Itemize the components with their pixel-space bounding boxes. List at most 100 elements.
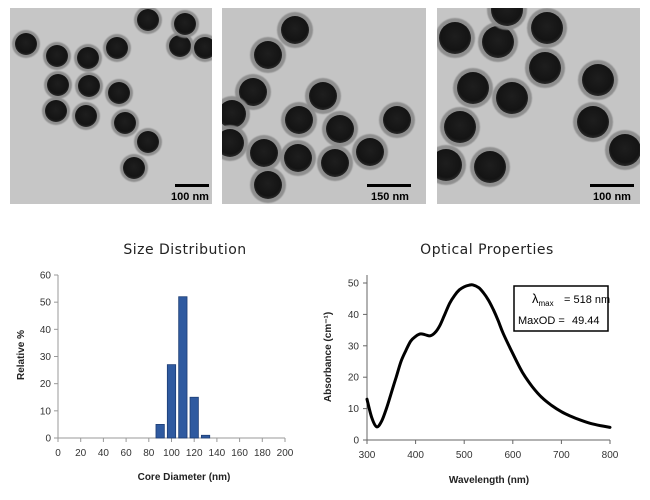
tem2-particle (305, 78, 341, 114)
tem1-particle (166, 32, 194, 60)
tem2-particle (277, 12, 313, 48)
tem2-particle (250, 167, 286, 203)
tem-panel-1-scalebar-label: 100 nm (171, 191, 209, 203)
size-distribution-axes: 0 10 20 30 40 50 60 0 20 40 60 80 100 120 140 160 180 200 (40, 271, 294, 460)
tem2-particle (352, 134, 388, 170)
optical-x-tick-label: 600 (504, 450, 521, 461)
tem1-particle (120, 154, 148, 182)
size-x-tick-label: 40 (98, 448, 110, 459)
size-y-tick-label: 10 (40, 406, 52, 417)
size-y-tick-label: 0 (45, 434, 51, 445)
tem1-particle (134, 8, 162, 34)
tem2-particle (222, 96, 250, 132)
size-bar (200, 434, 211, 439)
tem1-particle (74, 44, 102, 72)
optical-x-tick-label: 300 (359, 450, 376, 461)
optical-properties-chart: Optical Properties 0 10 20 30 40 50 300 400 500 6… (323, 242, 619, 486)
size-x-tick-label: 100 (163, 448, 180, 459)
optical-y-tick-label: 10 (348, 404, 360, 415)
size-y-tick-label: 30 (40, 352, 52, 363)
size-x-tick-label: 60 (121, 448, 133, 459)
tem1-particle (72, 102, 100, 130)
tem2-particle (250, 37, 286, 73)
tem3-particle (440, 107, 480, 147)
optical-x-tick-label: 700 (553, 450, 570, 461)
size-bar (166, 364, 177, 439)
size-distribution-title: Size Distribution (123, 242, 246, 258)
tem-panel-3-particles (437, 8, 640, 187)
size-x-tick-label: 0 (55, 448, 61, 459)
tem3-particle (578, 60, 618, 100)
size-x-tick-label: 120 (186, 448, 203, 459)
optical-x-tick-label: 500 (456, 450, 473, 461)
tem1-particle (134, 128, 162, 156)
max-od-label: MaxOD = (518, 315, 565, 327)
tem-panel-2-scalebar (367, 184, 411, 187)
size-y-tick-label: 20 (40, 379, 52, 390)
tem1-particle (111, 109, 139, 137)
tem-panel-2-scalebar-label: 150 nm (371, 191, 409, 203)
size-x-tick-label: 160 (231, 448, 248, 459)
tem3-particle (437, 145, 466, 185)
size-bar (178, 296, 188, 439)
size-y-tick-label: 40 (40, 325, 52, 336)
size-distribution-x-axis-label: Core Diameter (nm) (138, 472, 231, 483)
tem1-particle (75, 72, 103, 100)
size-bar (155, 424, 165, 439)
optical-y-tick-label: 0 (353, 436, 359, 447)
size-x-tick-label: 80 (143, 448, 155, 459)
tem3-particle (478, 22, 518, 62)
optical-properties-title: Optical Properties (420, 242, 554, 258)
size-x-tick-label: 140 (209, 448, 226, 459)
lambda-max-infobox: λmax = 518 nm MaxOD = 49.44 (513, 285, 610, 332)
size-y-tick-label: 50 (40, 298, 52, 309)
tem2-particle (322, 111, 358, 147)
tem-panel-2-particles (222, 12, 415, 203)
tem3-particle (573, 102, 613, 142)
tem3-particle (487, 8, 527, 30)
tem-panel-1-particles (12, 8, 212, 182)
tem1-particle (103, 34, 131, 62)
tem1-particle (191, 34, 212, 62)
tem1-particle (43, 42, 71, 70)
tem3-particle (470, 147, 510, 187)
tem3-particle (437, 18, 475, 58)
optical-x-tick-label: 400 (407, 450, 424, 461)
tem1-particle (12, 30, 40, 58)
optical-y-tick-label: 40 (348, 310, 360, 321)
tem2-particle (379, 102, 415, 138)
optical-properties-axes: 0 10 20 30 40 50 300 400 500 600 700 800 (348, 275, 619, 461)
size-x-tick-label: 200 (277, 448, 294, 459)
max-od-value: 49.44 (572, 315, 600, 327)
tem-panel-1: 100 nm (10, 8, 212, 204)
lambda-max-value: = 518 nm (564, 294, 610, 306)
infobox-frame (513, 285, 609, 332)
size-distribution-bars (155, 296, 211, 439)
optical-x-tick-label: 800 (602, 450, 619, 461)
tem1-particle (42, 97, 70, 125)
size-distribution-chart: Size Distribution 0 10 20 30 40 50 60 0 20 40 60 80… (16, 242, 294, 483)
optical-properties-x-axis-label: Wavelength (nm) (449, 475, 529, 486)
size-x-tick-label: 20 (75, 448, 87, 459)
tem1-particle (105, 79, 133, 107)
optical-properties-y-axis-label: Absorbance (cm⁻¹) (323, 312, 334, 402)
absorbance-spectrum-line (365, 283, 612, 429)
size-bar (189, 396, 199, 439)
tem3-particle (527, 8, 567, 48)
tem2-particle (317, 145, 353, 181)
tem3-particle (525, 48, 565, 88)
optical-y-tick-label: 20 (348, 373, 360, 384)
tem3-particle (492, 78, 532, 118)
tem-panel-2: 150 nm (222, 8, 426, 204)
tem2-particle (280, 140, 316, 176)
tem1-particle (44, 71, 72, 99)
tem2-particle (246, 135, 282, 171)
tem-panel-3: 100 nm (437, 8, 640, 204)
optical-y-tick-label: 50 (348, 279, 360, 290)
optical-y-tick-label: 30 (348, 341, 360, 352)
size-y-tick-label: 60 (40, 271, 52, 282)
tem2-particle (222, 125, 248, 161)
size-distribution-y-axis-label: Relative % (16, 330, 27, 380)
tem-panel-3-scalebar-label: 100 nm (593, 191, 631, 203)
